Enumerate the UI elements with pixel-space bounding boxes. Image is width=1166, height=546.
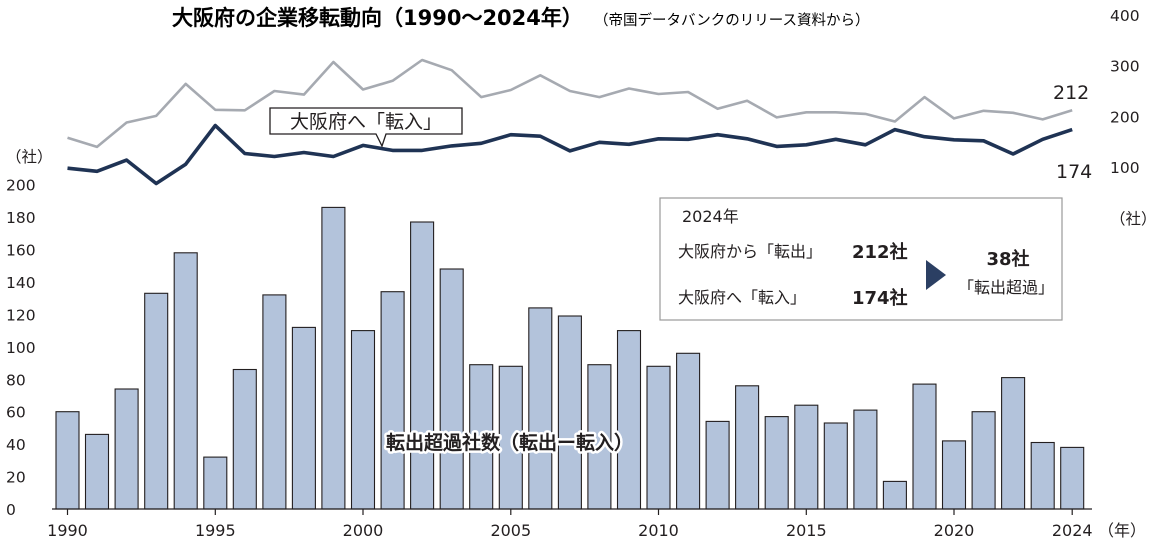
- bar-1995: [203, 456, 228, 510]
- info-outflow-value: 212社: [852, 241, 908, 263]
- left-tick-80: 80: [6, 371, 26, 389]
- left-tick-140: 140: [6, 274, 36, 292]
- bar-2013: [735, 385, 760, 510]
- line-series: [67, 58, 1073, 186]
- bar-1998: [291, 326, 316, 510]
- bar-1999: [321, 206, 346, 510]
- x-tick-2010: 2010: [638, 521, 679, 540]
- x-tick-2024: 2024: [1052, 521, 1093, 540]
- left-axis-unit: （社）: [6, 148, 53, 166]
- left-tick-160: 160: [6, 242, 36, 260]
- bar-2012: [705, 420, 730, 510]
- x-tick-2020: 2020: [934, 521, 975, 540]
- bar-2006: [528, 307, 553, 510]
- info-inflow-label: 大阪府へ「転入」: [678, 288, 806, 307]
- bar-2011: [676, 352, 701, 510]
- bar-2014: [764, 416, 789, 510]
- left-tick-200: 200: [6, 177, 36, 195]
- bar-2024: [1060, 446, 1085, 510]
- bar-1996: [232, 368, 257, 510]
- right-axis-unit: （社）: [1110, 210, 1157, 228]
- left-tick-0: 0: [6, 501, 16, 519]
- right-tick-400: 400: [1110, 7, 1140, 25]
- x-tick-2015: 2015: [786, 521, 827, 540]
- left-tick-20: 20: [6, 469, 26, 487]
- bar-2002: [410, 221, 435, 510]
- arrow-icon: [926, 260, 946, 290]
- info-box: 2024年 大阪府から「転出」 212社 大阪府へ「転入」 174社 38社 「…: [659, 197, 1063, 321]
- x-tick-2005: 2005: [490, 521, 531, 540]
- bar-2022: [1001, 377, 1026, 510]
- bar-1993: [144, 292, 169, 510]
- bar-2021: [971, 411, 996, 510]
- outflow-line: [67, 58, 1073, 149]
- info-year: 2024年: [682, 207, 739, 226]
- right-tick-200: 200: [1110, 108, 1140, 126]
- bar-2010: [646, 365, 671, 510]
- bar-1990: [55, 411, 80, 510]
- right-tick-100: 100: [1110, 159, 1140, 177]
- inflow-line: [67, 123, 1073, 186]
- left-tick-120: 120: [6, 306, 36, 324]
- bar-2000: [350, 330, 376, 510]
- outflow-end-label: 212: [1053, 82, 1089, 104]
- x-axis-unit: （年）: [1098, 521, 1146, 540]
- bar-2023: [1030, 441, 1055, 510]
- left-tick-40: 40: [6, 436, 26, 454]
- bar-1997: [262, 294, 287, 510]
- bar-1994: [173, 252, 198, 510]
- bar-2019: [912, 383, 937, 510]
- x-tick-1995: 1995: [195, 521, 236, 540]
- bar-1992: [114, 388, 139, 510]
- x-tick-1990: 1990: [47, 521, 88, 540]
- info-outflow-label: 大阪府から「転出」: [678, 242, 822, 261]
- info-result-label: 「転出超過」: [958, 278, 1054, 297]
- bar-series-label: 転出超過社数（転出ー転入）: [386, 431, 633, 454]
- bar-2007: [557, 315, 582, 510]
- bar-2009: [616, 330, 642, 510]
- bar-2001: [380, 291, 405, 510]
- bar-2018: [882, 480, 907, 510]
- left-tick-180: 180: [6, 209, 36, 227]
- callout-text: 大阪府へ「転入」: [290, 111, 442, 133]
- info-result-value: 38社: [986, 248, 1029, 270]
- bar-2017: [853, 409, 878, 510]
- left-tick-100: 100: [6, 339, 36, 357]
- inflow-callout: 大阪府へ「転入」: [269, 107, 463, 148]
- x-tick-2000: 2000: [343, 521, 384, 540]
- bar-2015: [794, 404, 819, 510]
- right-tick-300: 300: [1110, 58, 1140, 76]
- left-tick-60: 60: [6, 404, 26, 422]
- info-inflow-value: 174社: [852, 287, 908, 309]
- axes: 0 20 40 60 80 100 120 140 160 180 200 100 200 300 400 1…: [6, 7, 1140, 540]
- bar-1991: [84, 433, 110, 510]
- chart-title: 大阪府の企業移転動向（1990〜2024年） （帝国データバンクのリリース資料か…: [172, 6, 870, 30]
- bar-series: [55, 206, 1085, 510]
- bar-2003: [439, 268, 464, 510]
- bar-2020: [941, 440, 967, 510]
- bar-2016: [823, 422, 848, 510]
- inflow-end-label: 174: [1056, 161, 1092, 183]
